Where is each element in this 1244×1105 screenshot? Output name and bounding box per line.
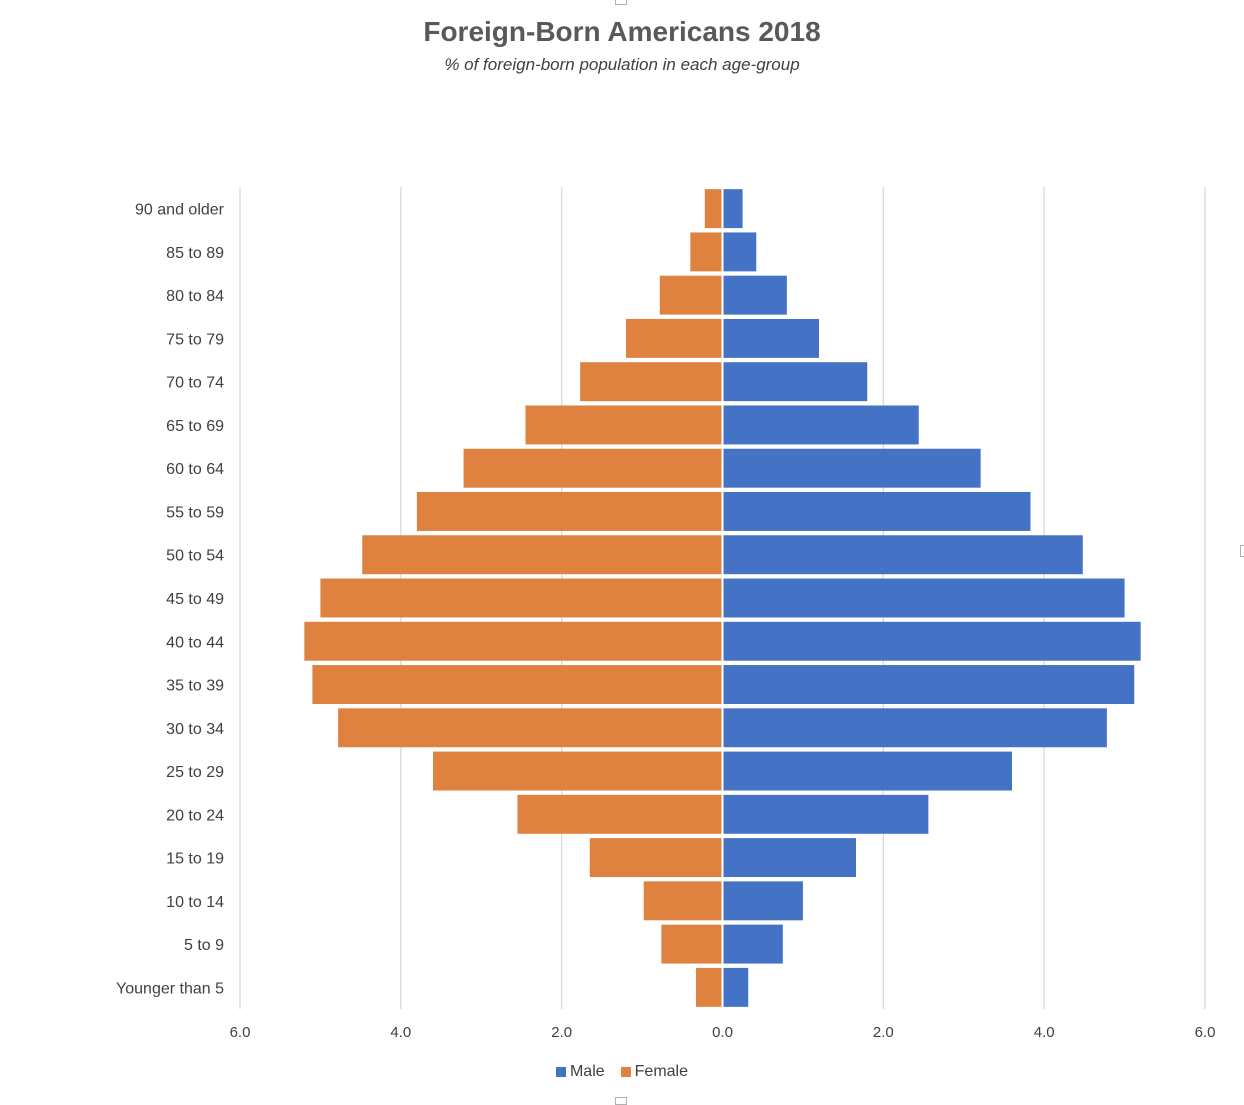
category-label: 45 to 49 — [166, 591, 224, 608]
resize-handle-top[interactable] — [615, 0, 627, 5]
x-tick-label: 2.0 — [873, 1024, 894, 1041]
resize-handle-bottom[interactable] — [615, 1097, 627, 1105]
bar-female[interactable] — [659, 275, 723, 315]
bar-female[interactable] — [416, 492, 723, 531]
bar-male[interactable] — [722, 189, 743, 229]
bar-female[interactable] — [589, 838, 723, 878]
bar-male[interactable] — [722, 621, 1141, 661]
bar-male[interactable] — [722, 838, 856, 878]
x-tick-label: 4.0 — [390, 1024, 411, 1041]
bar-male[interactable] — [722, 492, 1031, 531]
legend-item-female: Female — [620, 1063, 689, 1081]
legend-label-female: Female — [634, 1063, 689, 1080]
chart-title: Foreign-Born Americans 2018 — [423, 16, 821, 47]
category-label: 40 to 44 — [166, 634, 224, 651]
category-label: 25 to 29 — [166, 764, 224, 781]
bar-male[interactable] — [722, 232, 757, 272]
bar-female[interactable] — [643, 881, 723, 921]
x-tick-label: 6.0 — [230, 1024, 251, 1041]
bar-male[interactable] — [722, 275, 787, 315]
resize-handle-right[interactable] — [1240, 545, 1244, 557]
bar-male[interactable] — [722, 794, 929, 834]
category-label: 90 and older — [135, 202, 225, 219]
bar-female[interactable] — [362, 535, 723, 575]
bar-male[interactable] — [722, 708, 1107, 748]
category-label: 75 to 79 — [166, 331, 224, 348]
bar-female[interactable] — [304, 621, 723, 661]
bar-female[interactable] — [525, 405, 723, 445]
bar-male[interactable] — [722, 665, 1135, 704]
category-label: Younger than 5 — [116, 980, 224, 997]
category-label: 35 to 39 — [166, 678, 224, 695]
bar-male[interactable] — [722, 924, 783, 964]
bar-female[interactable] — [690, 232, 723, 272]
category-label: 5 to 9 — [184, 937, 224, 954]
category-label: 80 to 84 — [166, 288, 224, 305]
category-label: 65 to 69 — [166, 418, 224, 435]
bar-male[interactable] — [722, 405, 919, 445]
bar-female[interactable] — [338, 708, 723, 748]
legend-label-male: Male — [569, 1063, 605, 1080]
bar-female[interactable] — [463, 448, 723, 488]
bar-male[interactable] — [722, 318, 820, 358]
x-tick-label: 4.0 — [1034, 1024, 1055, 1041]
category-label: 30 to 34 — [166, 721, 224, 738]
legend-swatch-male — [555, 1067, 566, 1077]
category-label: 85 to 89 — [166, 245, 224, 262]
bar-female[interactable] — [433, 751, 723, 791]
legend-item-male: Male — [555, 1063, 605, 1081]
x-tick-label: 6.0 — [1195, 1024, 1216, 1041]
category-label: 50 to 54 — [166, 548, 224, 565]
bar-female[interactable] — [661, 924, 723, 964]
legend-swatch-female — [620, 1067, 631, 1077]
bar-male[interactable] — [722, 448, 981, 488]
bar-male[interactable] — [722, 751, 1013, 791]
bar-female[interactable] — [695, 967, 723, 1007]
category-label: 15 to 19 — [166, 851, 224, 868]
legend: Male Female — [0, 1063, 1244, 1081]
x-tick-label: 2.0 — [551, 1024, 572, 1041]
bar-female[interactable] — [580, 362, 723, 402]
category-label: 60 to 64 — [166, 461, 224, 478]
bar-male[interactable] — [722, 535, 1083, 575]
bar-male[interactable] — [722, 967, 749, 1007]
category-label: 20 to 24 — [166, 807, 224, 824]
category-label: 55 to 59 — [166, 504, 224, 521]
category-label: 70 to 74 — [166, 375, 224, 392]
bar-male[interactable] — [722, 578, 1125, 618]
bar-male[interactable] — [722, 881, 803, 921]
bar-female[interactable] — [704, 189, 723, 229]
chart-subtitle: % of foreign-born population in each age… — [444, 55, 800, 74]
x-tick-label: 0.0 — [712, 1024, 733, 1041]
bar-female[interactable] — [626, 318, 723, 358]
category-label: 10 to 14 — [166, 894, 224, 911]
bar-female[interactable] — [320, 578, 723, 618]
bar-female[interactable] — [517, 794, 723, 834]
bar-female[interactable] — [312, 665, 723, 704]
bar-male[interactable] — [722, 362, 868, 402]
